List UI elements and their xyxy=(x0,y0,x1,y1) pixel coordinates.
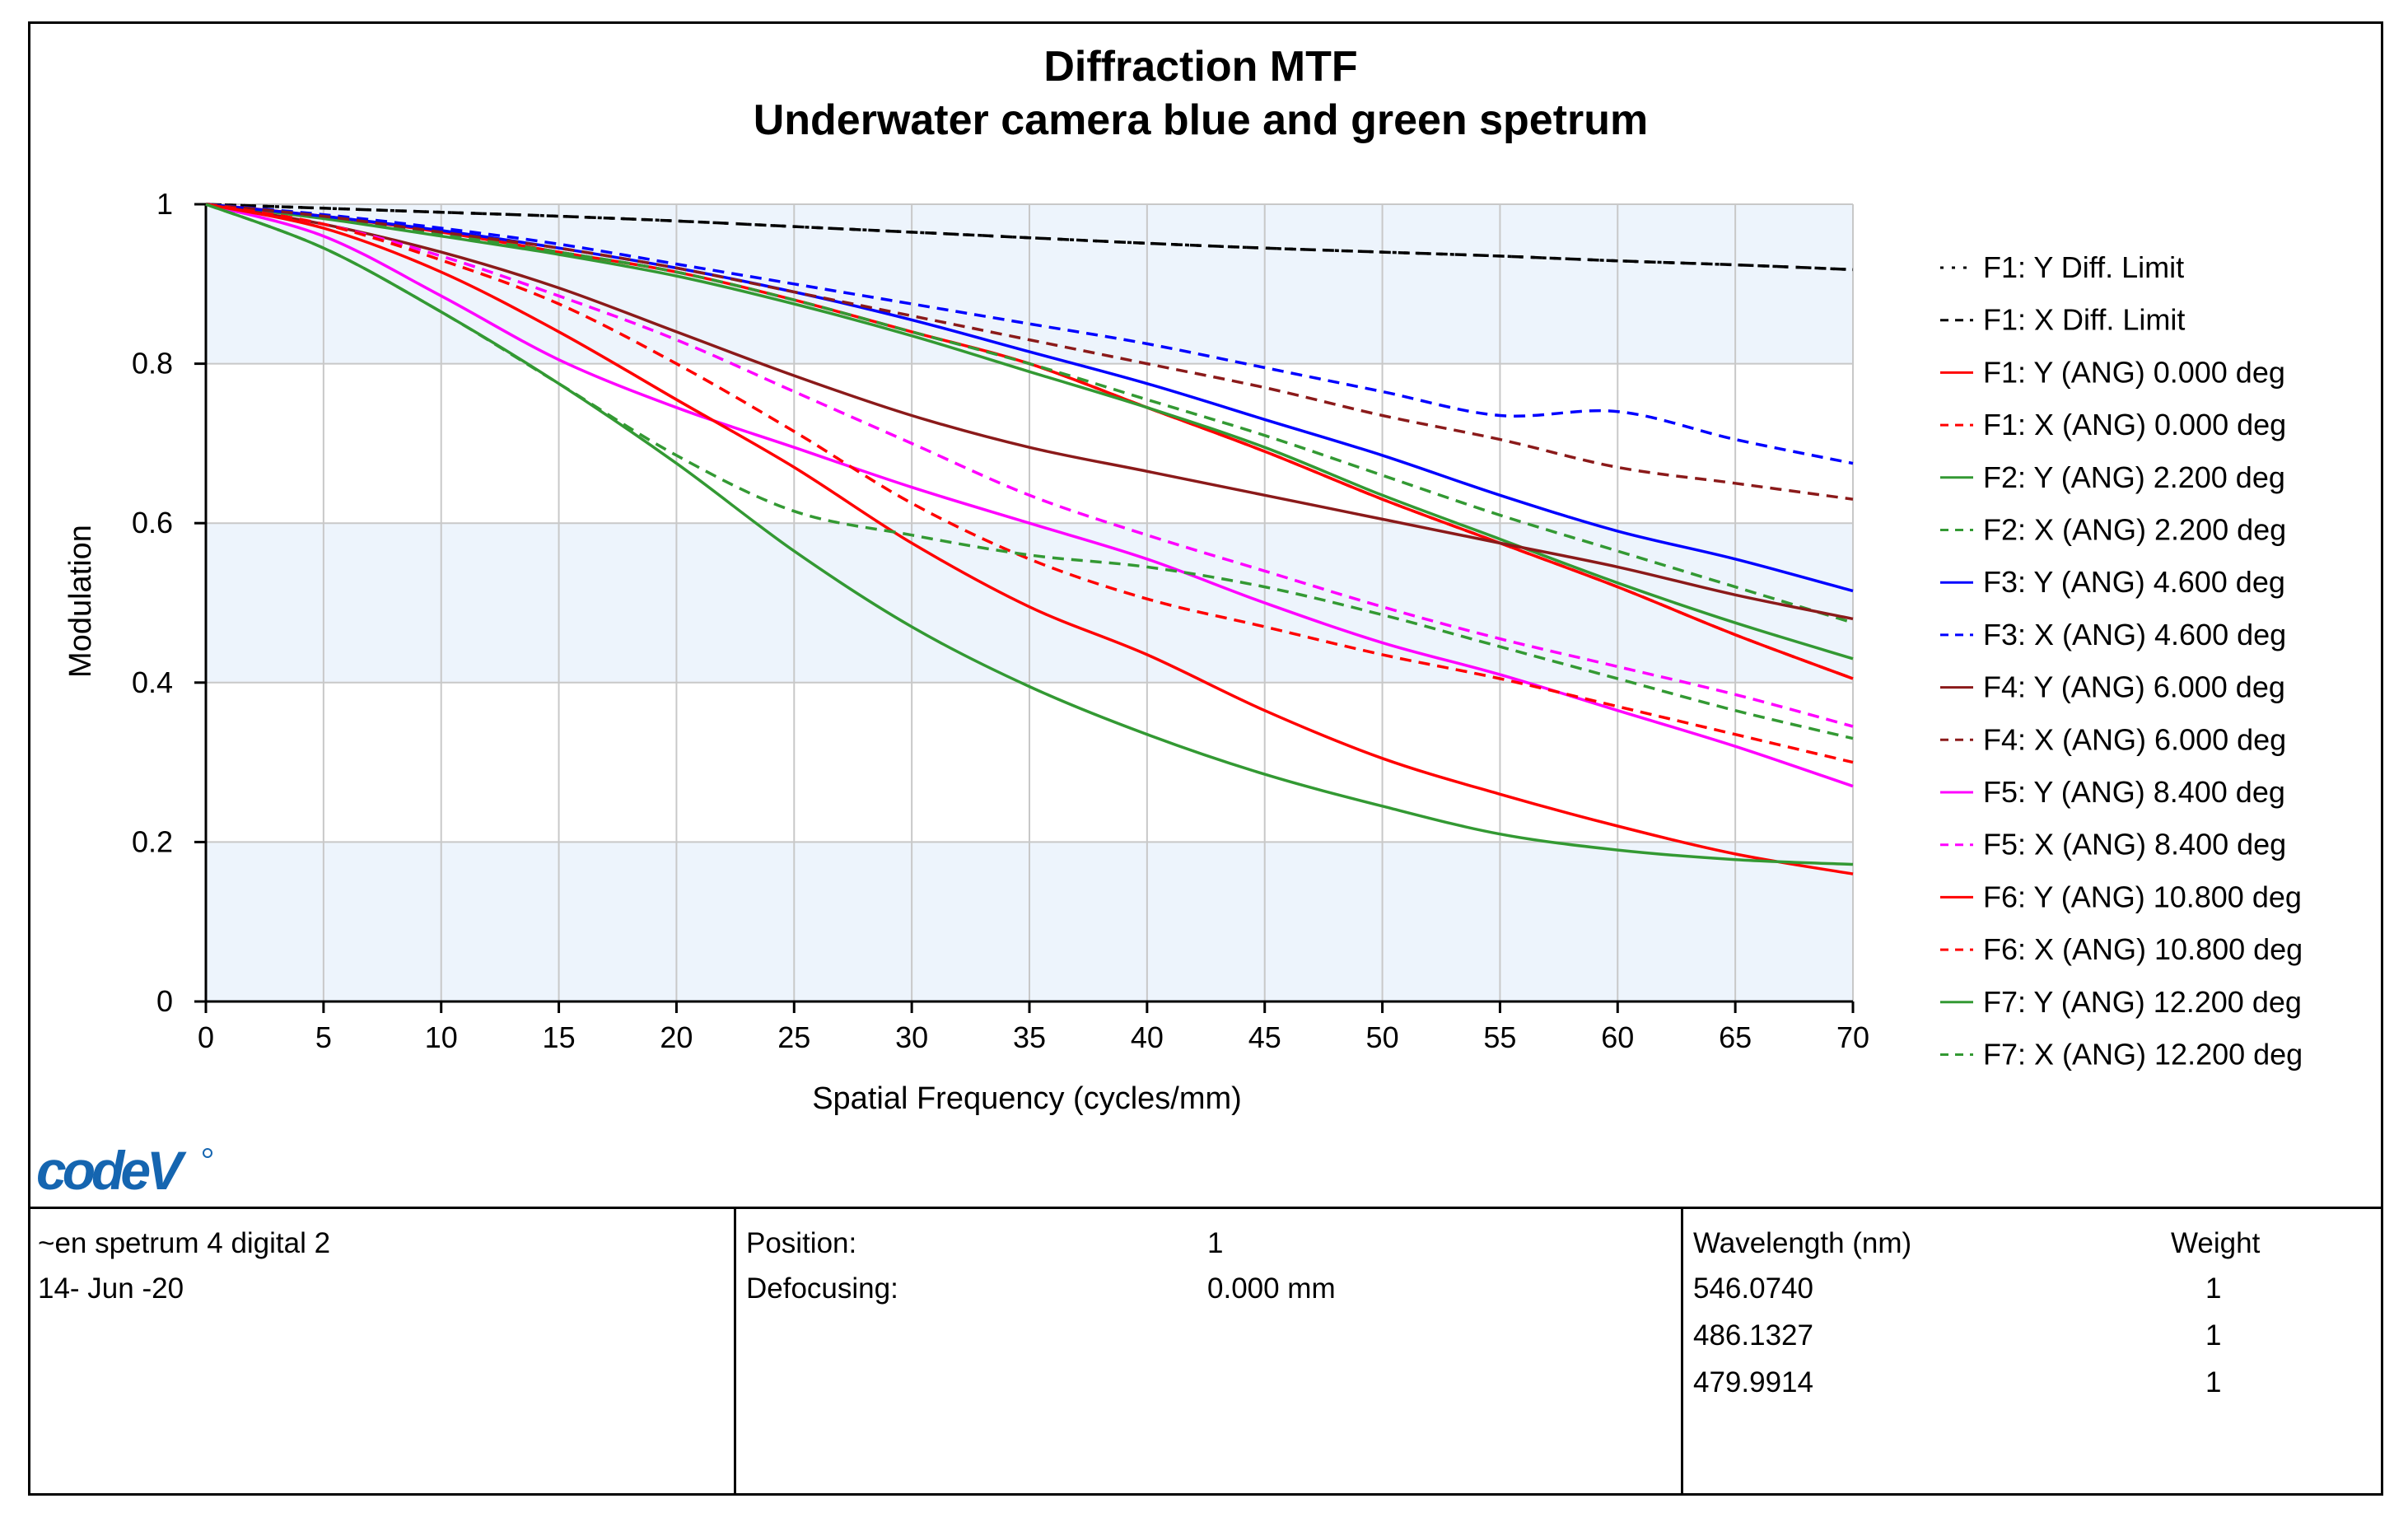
chart-subtitle: Underwater camera blue and green spetrum xyxy=(754,96,1649,144)
legend-entry: F1: Y Diff. Limit xyxy=(1983,250,2184,284)
wavelength-value: 546.0740 xyxy=(1693,1272,1813,1305)
weight-header: Weight xyxy=(2171,1227,2261,1259)
series-line-13 xyxy=(205,203,1854,875)
legend-entry: F1: Y (ANG) 0.000 deg xyxy=(1983,355,2285,389)
position-value: 1 xyxy=(1207,1227,1224,1259)
x-tick-label: 65 xyxy=(1719,1020,1752,1054)
y-tick-label: 0.2 xyxy=(132,824,173,858)
x-tick-label: 10 xyxy=(425,1020,458,1054)
footer-cell-position: Position: 1 Defocusing: 0.000 mm xyxy=(736,1209,1683,1496)
legend-entry: F3: Y (ANG) 4.600 deg xyxy=(1983,565,2285,599)
x-tick-label: 40 xyxy=(1131,1020,1164,1054)
y-tick-label: 1 xyxy=(156,187,173,221)
x-tick-label: 60 xyxy=(1601,1020,1634,1054)
x-tick-label: 5 xyxy=(315,1020,332,1054)
legend-entry: F1: X (ANG) 0.000 deg xyxy=(1983,408,2286,441)
x-tick-label: 30 xyxy=(895,1020,928,1054)
x-tick-label: 25 xyxy=(777,1020,810,1054)
y-tick-label: 0.6 xyxy=(132,506,173,539)
x-tick-label: 45 xyxy=(1248,1020,1281,1054)
series-line-6 xyxy=(205,203,1854,624)
series-line-5 xyxy=(205,203,1854,661)
codev-logo-mark xyxy=(203,1148,212,1158)
legend-entry: F4: X (ANG) 6.000 deg xyxy=(1983,722,2286,756)
footer-cell-lens: ~en spetrum 4 digital 2 14- Jun -20 xyxy=(28,1209,736,1496)
plot-frame xyxy=(28,21,2383,1496)
legend-entry: F5: X (ANG) 8.400 deg xyxy=(1983,828,2286,861)
chart-title: Diffraction MTF xyxy=(1043,43,1357,91)
x-tick-label: 70 xyxy=(1836,1020,1869,1054)
series-line-10 xyxy=(205,203,1854,501)
legend-entry: F5: Y (ANG) 8.400 deg xyxy=(1983,775,2285,809)
defocus-label: Defocusing: xyxy=(746,1272,898,1305)
legend-entry: F2: X (ANG) 2.200 deg xyxy=(1983,513,2286,547)
series-line-11 xyxy=(205,203,1854,788)
wavelength-header: Wavelength (nm) xyxy=(1693,1227,1912,1259)
x-tick-label: 50 xyxy=(1366,1020,1399,1054)
x-tick-label: 0 xyxy=(198,1020,214,1054)
x-axis-label: Spatial Frequency (cycles/mm) xyxy=(812,1081,1242,1116)
lens-date: 14- Jun -20 xyxy=(38,1272,184,1305)
y-tick-label: 0.4 xyxy=(132,665,173,699)
y-tick-label: 0.8 xyxy=(132,347,173,380)
y-axis-label: Modulation xyxy=(63,525,98,678)
wavelength-weight: 1 xyxy=(2205,1319,2222,1352)
wavelength-weight: 1 xyxy=(2205,1272,2222,1305)
legend-entry: F2: Y (ANG) 2.200 deg xyxy=(1983,460,2285,494)
legend-entry: F6: X (ANG) 10.800 deg xyxy=(1983,932,2303,966)
info-footer: ~en spetrum 4 digital 2 14- Jun -20 Posi… xyxy=(28,1207,2383,1496)
lens-name: ~en spetrum 4 digital 2 xyxy=(38,1227,331,1259)
legend-entry: F6: Y (ANG) 10.800 deg xyxy=(1983,880,2302,913)
x-tick-label: 35 xyxy=(1013,1020,1046,1054)
series-line-9 xyxy=(205,203,1854,621)
x-tick-label: 15 xyxy=(543,1020,576,1054)
wavelength-value: 479.9914 xyxy=(1693,1366,1813,1398)
codev-logo-text: codeV xyxy=(36,1140,187,1201)
position-label: Position: xyxy=(746,1227,857,1259)
x-tick-label: 20 xyxy=(660,1020,693,1054)
series-line-2 xyxy=(205,203,1854,272)
defocus-value: 0.000 mm xyxy=(1207,1272,1336,1305)
legend-entry: F7: X (ANG) 12.200 deg xyxy=(1983,1038,2303,1071)
wavelength-value: 486.1327 xyxy=(1693,1319,1813,1352)
legend-entry: F7: Y (ANG) 12.200 deg xyxy=(1983,985,2302,1019)
y-tick-label: 0 xyxy=(156,984,173,1018)
wavelength-weight: 1 xyxy=(2205,1366,2222,1398)
codev-logo: codeV xyxy=(36,1140,212,1201)
footer-cell-wavelengths: Wavelength (nm) Weight 546.0740 1 486.13… xyxy=(1683,1209,2383,1496)
legend-entry: F1: X Diff. Limit xyxy=(1983,303,2185,337)
series-line-8 xyxy=(205,203,1854,465)
x-tick-label: 55 xyxy=(1483,1020,1516,1054)
legend-entry: F3: X (ANG) 4.600 deg xyxy=(1983,618,2286,651)
legend-entry: F4: Y (ANG) 6.000 deg xyxy=(1983,670,2285,704)
series-line-12 xyxy=(205,203,1854,728)
